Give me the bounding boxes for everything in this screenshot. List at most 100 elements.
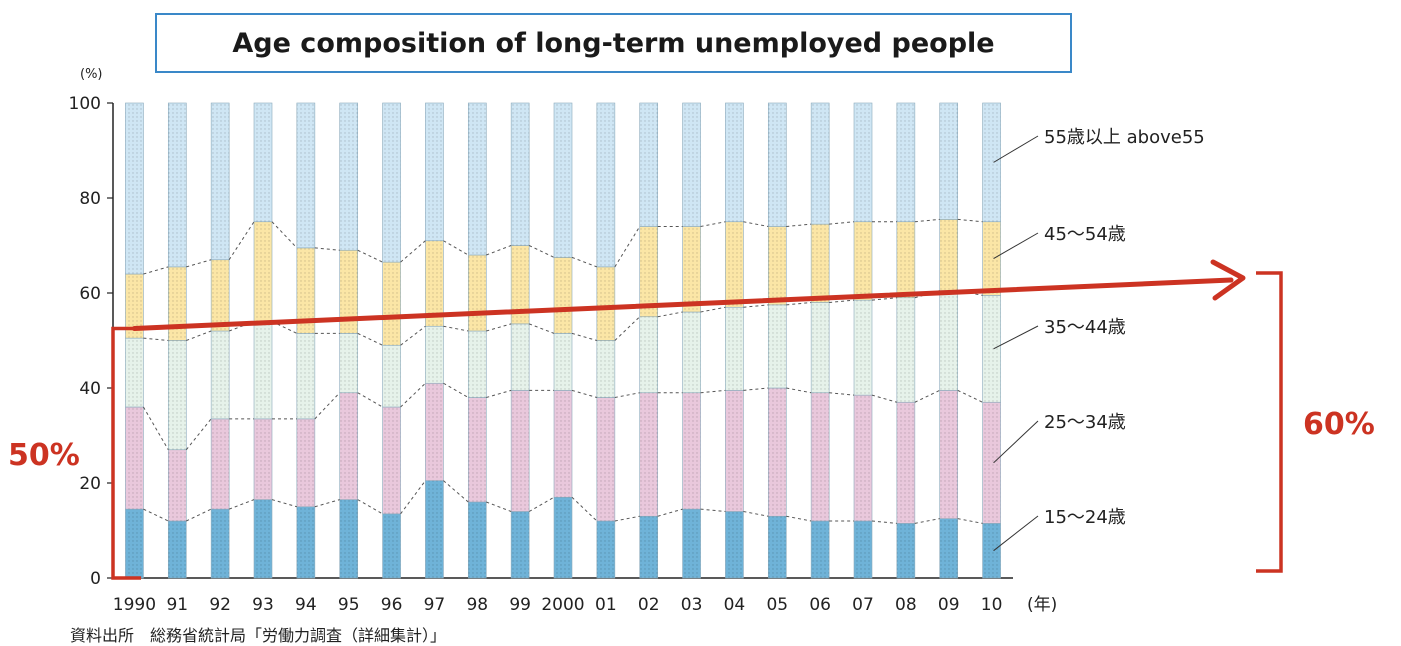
boundary-connector (571, 256, 598, 268)
boundary-connector (657, 508, 683, 517)
left-percent-label: 50% (8, 438, 80, 473)
bar-texture (939, 518, 958, 578)
bar-texture (254, 103, 272, 222)
bar-texture (468, 397, 487, 502)
boundary-connector (357, 392, 383, 408)
legend-label: 15～24歳 (1044, 507, 1126, 528)
bar-texture (682, 392, 701, 510)
bar-texture (682, 226, 701, 312)
trend-arrow-line (131, 277, 1234, 331)
boundary-connector (528, 496, 555, 512)
bar-texture (896, 402, 915, 524)
x-tick-label: 08 (895, 595, 917, 615)
bar-texture (982, 523, 1001, 578)
bar-texture (254, 418, 272, 500)
boundary-connector (314, 499, 340, 508)
boundary-connector (400, 240, 426, 263)
boundary-connector (614, 392, 640, 398)
boundary-connector (829, 299, 855, 303)
boundary-connector (357, 499, 383, 515)
x-tick-label: 97 (424, 595, 446, 615)
legend-leader-line (993, 325, 1039, 350)
boundary-connector (786, 515, 812, 522)
bar-texture (811, 302, 830, 393)
boundary-connector (357, 332, 383, 346)
bar-texture (468, 502, 487, 578)
x-tick-label: 93 (252, 595, 274, 615)
boundary-connector (271, 499, 297, 508)
bar-texture (554, 390, 572, 498)
x-tick-label: 09 (938, 595, 960, 615)
boundary-connector (914, 389, 940, 403)
chart-title: Age composition of long-term unemployed … (155, 13, 1072, 73)
boundary-connector (914, 218, 940, 223)
boundary-connector (700, 508, 726, 512)
bar-texture (425, 480, 444, 578)
bar-texture (896, 297, 915, 403)
boundary-connector (829, 221, 855, 225)
bar-texture (339, 250, 358, 334)
x-tick-label: 02 (638, 595, 660, 615)
x-tick-label: 10 (981, 595, 1003, 615)
legend-label: 55歳以上 above55 (1044, 127, 1205, 148)
bar-texture (254, 321, 272, 419)
boundary-connector (871, 520, 897, 524)
boundary-connector (614, 515, 640, 522)
boundary-connector (571, 332, 597, 341)
bar-texture (768, 226, 787, 305)
bar-texture (125, 338, 144, 407)
bar-texture (168, 340, 187, 450)
bar-texture (639, 516, 658, 578)
boundary-connector (314, 247, 340, 251)
legend-leader-line (993, 135, 1039, 163)
x-tick-label: 01 (595, 595, 617, 615)
bar-texture (382, 513, 401, 578)
source-note: 資料出所 総務省統計局「労働力調査（詳細集計）」 (70, 626, 447, 645)
bar-texture (682, 509, 701, 578)
boundary-connector (614, 316, 641, 341)
boundary-connector (443, 325, 469, 332)
bar-texture (768, 388, 787, 517)
bar-texture (511, 245, 530, 324)
legend-leader-line (993, 420, 1039, 464)
boundary-connector (786, 223, 812, 227)
x-tick-label: 96 (381, 595, 403, 615)
boundary-connector (486, 389, 512, 398)
bar-texture (939, 290, 958, 391)
boundary-connector (528, 323, 555, 334)
bar-texture (125, 407, 144, 510)
bar-texture (896, 523, 915, 578)
y-unit-label: (%) (80, 67, 103, 82)
legend-leader-line (993, 232, 1039, 259)
legend-label: 25～34歳 (1044, 412, 1126, 433)
bar-texture (982, 221, 1001, 296)
boundary-connector (914, 518, 940, 524)
boundary-connector (271, 321, 298, 334)
boundary-connector (185, 418, 212, 451)
boundary-connector (186, 508, 212, 522)
x-tick-label: 92 (209, 595, 231, 615)
bar-texture (511, 323, 530, 391)
bar-texture (596, 266, 615, 341)
boundary-connector (400, 325, 426, 346)
bar-texture (939, 390, 958, 519)
boundary-connector (400, 480, 426, 515)
bar-texture (511, 390, 530, 512)
bar-texture (854, 103, 872, 222)
bar-texture (125, 509, 144, 578)
boundary-connector (657, 311, 683, 318)
boundary-connector (486, 501, 512, 512)
x-tick-label: 03 (681, 595, 703, 615)
boundary-connector (314, 392, 341, 420)
boundary-connector (614, 226, 641, 268)
bar-texture (554, 257, 572, 334)
bar-texture (811, 392, 830, 521)
bar-texture (125, 103, 144, 274)
bar-texture (211, 259, 230, 331)
bar-texture (296, 103, 315, 248)
legend-label: 45～54歳 (1044, 224, 1126, 245)
x-tick-label: 99 (509, 595, 531, 615)
boundary-connector (186, 330, 212, 341)
bar-texture (725, 511, 744, 578)
bar-texture (468, 255, 487, 331)
